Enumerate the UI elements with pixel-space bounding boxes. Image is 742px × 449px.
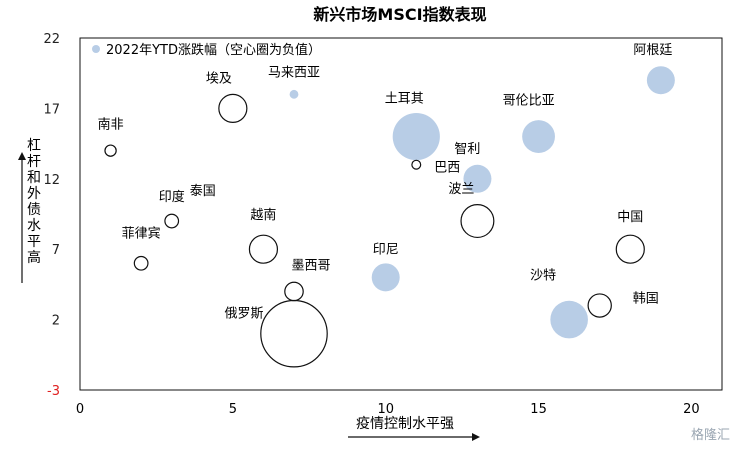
point-label-智利: 智利 bbox=[454, 142, 480, 157]
legend-marker bbox=[92, 45, 100, 53]
y-tick-label: 22 bbox=[43, 32, 60, 47]
bubble-菲律宾 bbox=[133, 255, 149, 271]
x-tick-label: 20 bbox=[683, 402, 700, 417]
bubble-波兰 bbox=[460, 204, 495, 239]
x-tick-label: 10 bbox=[377, 402, 394, 417]
chart-title: 新兴市场MSCI指数表现 bbox=[313, 5, 486, 24]
bubble-沙特 bbox=[550, 300, 588, 339]
bubble-墨西哥 bbox=[284, 281, 304, 302]
bubble-中国 bbox=[615, 234, 645, 264]
bubble-越南 bbox=[248, 234, 279, 264]
point-label-埃及: 埃及 bbox=[206, 71, 232, 86]
bubble-巴西 bbox=[411, 159, 422, 170]
y-axis-label-arrowhead bbox=[18, 152, 26, 160]
bubble-智利 bbox=[463, 164, 492, 193]
point-label-土耳其: 土耳其 bbox=[385, 92, 424, 107]
point-label-波兰: 波兰 bbox=[448, 182, 474, 197]
bubble-韩国 bbox=[587, 293, 612, 318]
watermark: 格隆汇 bbox=[690, 428, 730, 443]
point-label-俄罗斯: 俄罗斯 bbox=[224, 307, 263, 322]
point-label-菲律宾: 菲律宾 bbox=[122, 225, 161, 241]
x-tick-label: 15 bbox=[530, 402, 547, 417]
point-label-韩国: 韩国 bbox=[633, 292, 659, 307]
bubble-泰国 bbox=[164, 213, 180, 229]
point-label-越南: 越南 bbox=[250, 207, 276, 223]
point-label-南非: 南非 bbox=[98, 117, 124, 133]
bubble-埃及 bbox=[218, 93, 248, 124]
point-label-沙特: 沙特 bbox=[530, 269, 556, 284]
point-label-印度: 印度 bbox=[159, 189, 185, 205]
x-tick-label: 0 bbox=[76, 402, 84, 417]
point-label-墨西哥: 墨西哥 bbox=[291, 258, 330, 273]
point-label-中国: 中国 bbox=[617, 210, 643, 225]
legend: 2022年YTD涨跌幅（空心圈为负值） bbox=[92, 42, 321, 58]
bubble-南非 bbox=[104, 144, 117, 157]
point-label-印尼: 印尼 bbox=[373, 242, 399, 257]
legend-label: 2022年YTD涨跌幅（空心圈为负值） bbox=[106, 42, 321, 58]
x-tick-label: 5 bbox=[229, 402, 237, 417]
bubble-土耳其 bbox=[392, 112, 440, 161]
y-tick-label: 12 bbox=[43, 173, 60, 188]
bubble-阿根廷 bbox=[646, 66, 675, 95]
y-tick-label: 17 bbox=[43, 102, 60, 117]
y-tick-label: -3 bbox=[47, 384, 60, 399]
bubble-印尼 bbox=[371, 263, 400, 292]
bubble-马来西亚 bbox=[289, 89, 299, 99]
point-label-巴西: 巴西 bbox=[434, 161, 460, 176]
bubble-俄罗斯 bbox=[260, 299, 328, 368]
y-axis-label: 杠杆和外债水平高 bbox=[27, 138, 41, 266]
point-label-哥伦比亚: 哥伦比亚 bbox=[503, 94, 555, 109]
y-tick-label: 2 bbox=[52, 314, 60, 329]
plot-border bbox=[79, 37, 723, 391]
point-label-泰国: 泰国 bbox=[190, 184, 216, 199]
bubble-哥伦比亚 bbox=[522, 120, 555, 153]
x-axis-label: 疫情控制水平强 bbox=[356, 416, 454, 432]
y-tick-label: 7 bbox=[52, 243, 60, 258]
point-label-马来西亚: 马来西亚 bbox=[268, 65, 320, 80]
point-label-阿根廷: 阿根廷 bbox=[633, 43, 672, 58]
x-axis-label-arrowhead bbox=[472, 433, 480, 441]
